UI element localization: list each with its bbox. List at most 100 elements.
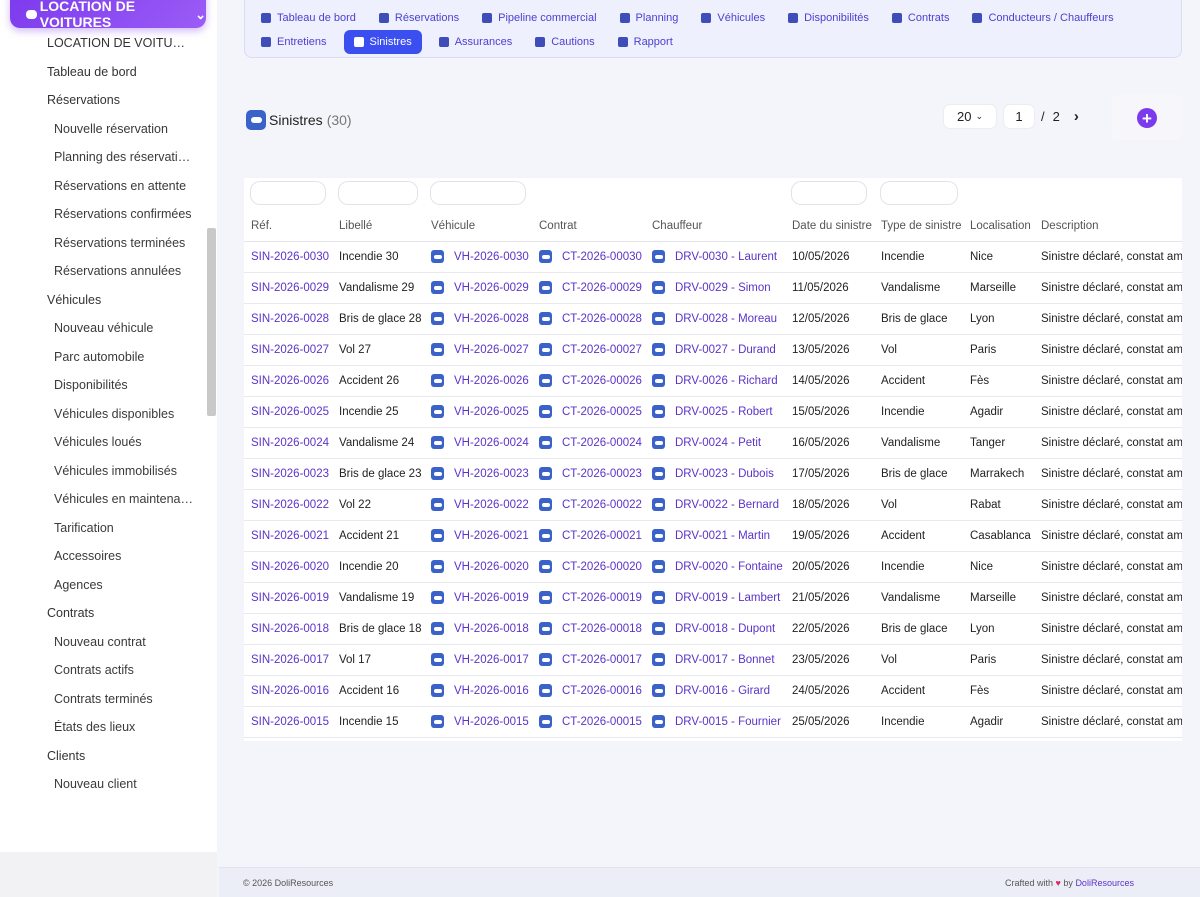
column-header-contrat[interactable]: Contrat	[532, 211, 645, 242]
sidebar-item-nouveau-client[interactable]: Nouveau client	[0, 770, 217, 799]
cell-chauffeur[interactable]: DRV-0029 - Simon	[645, 272, 785, 304]
cell-link-text[interactable]: VH-2026-0027	[454, 343, 529, 356]
column-header-description[interactable]: Description	[1034, 211, 1182, 242]
cell-link-text[interactable]: DRV-0017 - Bonnet	[675, 653, 775, 666]
cell-link[interactable]: DRV-0027 - Durand	[652, 343, 785, 356]
cell-link[interactable]: VH-2026-0023	[431, 467, 532, 480]
cell-link[interactable]: CT-2026-00016	[539, 684, 645, 697]
cell-chauffeur[interactable]: DRV-0023 - Dubois	[645, 458, 785, 490]
add-sinistre-button[interactable]: +	[1137, 108, 1157, 128]
cell-link-text[interactable]: CT-2026-00023	[562, 467, 642, 480]
cell-link[interactable]: VH-2026-0021	[431, 529, 532, 542]
cell-link-text[interactable]: CT-2026-00026	[562, 374, 642, 387]
table-row[interactable]: SIN-2026-0027 Vol 27 VH-2026-0027 CT-2026-0…	[244, 334, 1182, 366]
sidebar-item-nouvelle-reservation[interactable]: Nouvelle réservation	[0, 115, 217, 144]
cell-link-text[interactable]: DRV-0019 - Lambert	[675, 591, 781, 604]
footer-brand-link[interactable]: DoliResources	[1075, 878, 1134, 888]
cell-contrat[interactable]: CT-2026-00023	[532, 458, 645, 490]
cell-contrat[interactable]: CT-2026-00019	[532, 582, 645, 614]
cell-vehicule[interactable]: VH-2026-0018	[424, 613, 532, 645]
cell-link[interactable]: VH-2026-0022	[431, 498, 532, 511]
cell-chauffeur[interactable]: DRV-0015 - Fournier	[645, 706, 785, 738]
tab-rapport[interactable]: Rapport	[612, 30, 679, 54]
column-header-date-du-sinistre[interactable]: Date du sinistre	[785, 211, 874, 242]
cell-link[interactable]: CT-2026-00022	[539, 498, 645, 511]
cell-vehicule[interactable]: VH-2026-0023	[424, 458, 532, 490]
sidebar-item-location-de-voitures[interactable]: LOCATION DE VOITURES	[0, 29, 217, 58]
cell-link[interactable]: VH-2026-0017	[431, 653, 532, 666]
cell-link[interactable]: DRV-0026 - Richard	[652, 374, 785, 387]
tab-disponibilites[interactable]: Disponibilités	[782, 6, 875, 30]
cell-vehicule[interactable]: VH-2026-0017	[424, 644, 532, 676]
cell-link-text[interactable]: DRV-0024 - Petit	[675, 436, 762, 449]
cell-contrat[interactable]: CT-2026-00026	[532, 365, 645, 397]
table-row[interactable]: SIN-2026-0020 Incendie 20 VH-2026-0020 CT-2…	[244, 551, 1182, 583]
cell-vehicule[interactable]: VH-2026-0021	[424, 520, 532, 552]
tab-sinistres[interactable]: Sinistres	[343, 30, 422, 54]
table-row[interactable]: SIN-2026-0026 Accident 26 VH-2026-0026 CT-2…	[244, 365, 1182, 397]
page-number-input[interactable]: 1	[1004, 105, 1034, 128]
cell-ref[interactable]: SIN-2026-0018	[244, 613, 332, 645]
cell-link[interactable]: VH-2026-0026	[431, 374, 532, 387]
cell-vehicule[interactable]: VH-2026-0019	[424, 582, 532, 614]
cell-link-text[interactable]: VH-2026-0026	[454, 374, 529, 387]
cell-link[interactable]: CT-2026-00024	[539, 436, 645, 449]
filter-ref-input[interactable]	[251, 182, 325, 204]
cell-link[interactable]: DRV-0015 - Fournier	[652, 715, 785, 728]
cell-ref[interactable]: SIN-2026-0022	[244, 489, 332, 521]
sidebar-item-vehicules-en-maintenance[interactable]: Véhicules en maintenance	[0, 485, 217, 514]
cell-link[interactable]: DRV-0016 - Girard	[652, 684, 785, 697]
next-page-icon[interactable]: ›	[1073, 108, 1079, 125]
cell-link[interactable]: VH-2026-0024	[431, 436, 532, 449]
sidebar-item-reservations-confirmees[interactable]: Réservations confirmées	[0, 200, 217, 229]
cell-link-text[interactable]: DRV-0016 - Girard	[675, 684, 771, 697]
cell-vehicule[interactable]: VH-2026-0022	[424, 489, 532, 521]
cell-link-text[interactable]: DRV-0020 - Fontaine	[675, 560, 783, 573]
cell-link-text[interactable]: VH-2026-0017	[454, 653, 529, 666]
column-header-ref[interactable]: Réf.	[244, 211, 332, 242]
cell-ref[interactable]: SIN-2026-0029	[244, 272, 332, 304]
cell-contrat[interactable]: CT-2026-00020	[532, 551, 645, 583]
cell-vehicule[interactable]: VH-2026-0030	[424, 241, 532, 273]
cell-link[interactable]: VH-2026-0025	[431, 405, 532, 418]
filter-label-input[interactable]	[339, 182, 417, 204]
cell-chauffeur[interactable]: DRV-0025 - Robert	[645, 396, 785, 428]
tab-cautions[interactable]: Cautions	[529, 30, 600, 54]
cell-contrat[interactable]: CT-2026-00030	[532, 241, 645, 273]
cell-link[interactable]: VH-2026-0018	[431, 622, 532, 635]
sidebar-item-accessoires[interactable]: Accessoires	[0, 542, 217, 571]
cell-ref[interactable]: SIN-2026-0024	[244, 427, 332, 459]
cell-link[interactable]: VH-2026-0028	[431, 312, 532, 325]
cell-link-text[interactable]: VH-2026-0029	[454, 281, 529, 294]
cell-link[interactable]: CT-2026-00028	[539, 312, 645, 325]
cell-link-text[interactable]: CT-2026-00025	[562, 405, 642, 418]
table-row[interactable]: SIN-2026-0022 Vol 22 VH-2026-0022 CT-2026-0…	[244, 489, 1182, 521]
sidebar-item-contrats-termines[interactable]: Contrats terminés	[0, 685, 217, 714]
cell-link-text[interactable]: VH-2026-0030	[454, 250, 529, 263]
cell-vehicule[interactable]: VH-2026-0028	[424, 303, 532, 335]
table-row[interactable]: SIN-2026-0025 Incendie 25 VH-2026-0025 CT-2…	[244, 396, 1182, 428]
cell-ref[interactable]: SIN-2026-0030	[244, 241, 332, 273]
cell-link-text[interactable]: DRV-0015 - Fournier	[675, 715, 781, 728]
cell-ref[interactable]: SIN-2026-0015	[244, 706, 332, 738]
cell-link-text[interactable]: DRV-0025 - Robert	[675, 405, 773, 418]
cell-chauffeur[interactable]: DRV-0017 - Bonnet	[645, 644, 785, 676]
cell-link[interactable]: VH-2026-0030	[431, 250, 532, 263]
sidebar-item-disponibilites[interactable]: Disponibilités	[0, 371, 217, 400]
cell-link-text[interactable]: CT-2026-00028	[562, 312, 642, 325]
cell-contrat[interactable]: CT-2026-00016	[532, 675, 645, 707]
tab-reservations[interactable]: Réservations	[373, 6, 465, 30]
tab-conducteurs-chauffeurs[interactable]: Conducteurs / Chauffeurs	[966, 6, 1119, 30]
cell-link-text[interactable]: CT-2026-00015	[562, 715, 642, 728]
filter-type-input[interactable]	[881, 182, 957, 204]
cell-link-text[interactable]: DRV-0021 - Martin	[675, 529, 771, 542]
cell-chauffeur[interactable]: DRV-0022 - Bernard	[645, 489, 785, 521]
cell-link[interactable]: DRV-0029 - Simon	[652, 281, 785, 294]
sidebar-scrollbar[interactable]	[207, 228, 216, 416]
cell-ref[interactable]: SIN-2026-0019	[244, 582, 332, 614]
table-row[interactable]: SIN-2026-0030 Incendie 30 VH-2026-0030 CT-2…	[244, 241, 1182, 273]
table-row[interactable]: SIN-2026-0023 Bris de glace 23 VH-2026-002…	[244, 458, 1182, 490]
cell-chauffeur[interactable]: DRV-0019 - Lambert	[645, 582, 785, 614]
tab-entretiens[interactable]: Entretiens	[255, 30, 333, 54]
sidebar-item-reservations[interactable]: Réservations	[0, 86, 217, 115]
